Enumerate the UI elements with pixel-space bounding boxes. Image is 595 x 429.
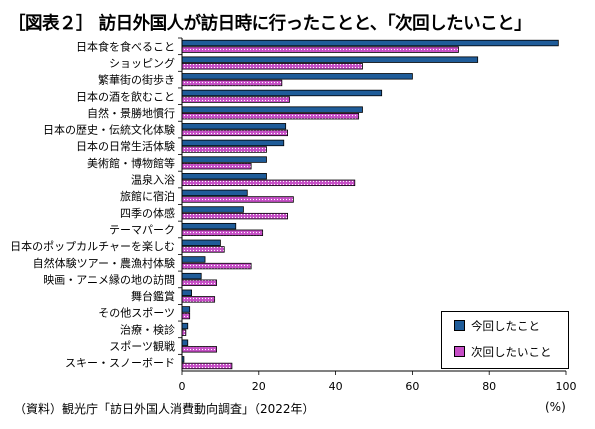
- bar-now: [181, 156, 267, 163]
- bar-now: [181, 39, 559, 47]
- bar-now: [181, 123, 287, 130]
- bar-next: [181, 262, 252, 270]
- bar-now: [181, 189, 248, 197]
- category-label: 日本の日常生活体験: [76, 139, 175, 153]
- bar-now: [181, 56, 479, 63]
- legend-label-next: 次回したいこと: [471, 345, 552, 359]
- bar-next: [181, 279, 217, 286]
- bar-next: [181, 46, 459, 53]
- bar-next: [181, 162, 252, 170]
- bar-now: [181, 222, 237, 230]
- bar-next: [181, 329, 187, 336]
- bar-now: [181, 89, 383, 97]
- category-label: スキー・スノーボード: [65, 357, 175, 370]
- bar-now: [181, 139, 285, 147]
- legend-label-now: 今回したこと: [471, 319, 540, 333]
- chart-legend: 今回したこと 次回したいこと: [441, 311, 569, 369]
- category-label: 繁華街の街歩き: [98, 73, 175, 87]
- category-label: その他スポーツ: [98, 307, 175, 320]
- bar-next: [181, 229, 264, 236]
- category-label: 旅館に宿泊: [120, 189, 175, 203]
- bar-now: [181, 306, 191, 313]
- x-tick-label: 20: [252, 380, 266, 393]
- legend-item-next: 次回したいこと: [454, 345, 552, 359]
- category-label: 自然・景勝地慣行: [87, 106, 175, 120]
- category-label: 美術館・博物館等: [87, 156, 175, 170]
- category-label: 日本のポップカルチャーを楽しむ: [10, 239, 175, 253]
- bar-next: [181, 96, 290, 103]
- bar-next: [181, 179, 356, 187]
- bar-next: [181, 362, 233, 370]
- legend-item-now: 今回したこと: [454, 319, 540, 333]
- category-label: 日本の歴史・伝統文化体験: [43, 123, 175, 137]
- bar-now: [181, 106, 363, 113]
- chart-title: ［図表２］ 訪日外国人が訪日時に行ったことと、「次回したいこと」: [8, 14, 532, 34]
- category-label: 温泉入浴: [131, 173, 175, 187]
- x-tick-label: 100: [556, 380, 577, 393]
- bar-now: [181, 239, 221, 247]
- category-label: スポーツ観戦: [109, 339, 175, 353]
- bar-now: [181, 206, 244, 213]
- category-label: ショッピング: [109, 56, 175, 70]
- bar-next: [181, 113, 360, 120]
- x-tick-label: 40: [329, 380, 343, 393]
- bar-next: [181, 79, 283, 87]
- bar-next: [181, 246, 225, 253]
- bar-now: [181, 256, 206, 263]
- category-label: 日本の酒を飲むこと: [76, 89, 175, 103]
- legend-swatch-next: [454, 346, 465, 357]
- bar-next: [181, 212, 288, 220]
- category-label: テーマパーク: [109, 223, 175, 236]
- bar-now: [181, 272, 202, 280]
- x-tick-label: 0: [179, 380, 186, 393]
- x-tick-label: 60: [405, 380, 419, 393]
- bar-next: [181, 196, 294, 203]
- x-tick-label: 80: [482, 380, 496, 393]
- bar-now: [181, 289, 192, 296]
- bar-next: [181, 346, 217, 353]
- category-label: 自然体験ツアー・農漁村体験: [33, 256, 175, 270]
- axis-unit: (%): [545, 400, 566, 414]
- bar-now: [181, 73, 413, 80]
- category-label: 日本食を食べること: [76, 39, 175, 53]
- bar-next: [181, 146, 267, 153]
- legend-swatch-now: [454, 320, 465, 331]
- bar-next: [181, 296, 216, 303]
- bar-next: [181, 129, 288, 137]
- bar-now: [181, 339, 189, 346]
- bar-now: [181, 322, 189, 330]
- category-label: 舞台鑑賞: [131, 289, 175, 303]
- source-note: （資料）観光庁「訪日外国人消費動向調査」（2022年）: [14, 402, 315, 416]
- bar-now: [181, 173, 267, 180]
- category-label: 映画・アニメ縁の地の訪問: [43, 272, 175, 286]
- category-label: 治療・検診: [120, 322, 175, 336]
- bar-next: [181, 63, 363, 70]
- bar-next: [181, 312, 191, 320]
- category-label: 四季の体感: [120, 206, 175, 220]
